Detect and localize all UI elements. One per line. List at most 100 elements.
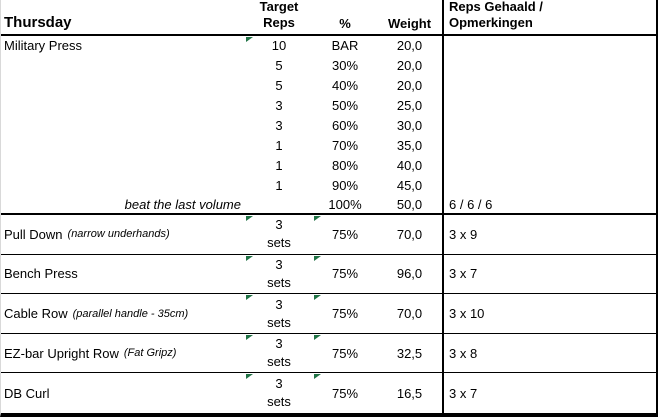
weight-cell[interactable]: 70,0 [396, 226, 423, 242]
warmup-row: 1 90% 45,0 [1, 175, 656, 196]
target-reps-cell[interactable]: 3 sets [245, 373, 313, 413]
exercise-name-cell[interactable]: Bench Press [4, 266, 78, 282]
day-title: Thursday [4, 14, 72, 31]
notes-cell[interactable] [442, 155, 656, 176]
percent-cell[interactable]: 60% [331, 118, 359, 133]
target-reps-cell[interactable]: 3 [275, 118, 283, 133]
cell-error-flag-icon [314, 295, 321, 301]
cell-error-flag-icon [246, 374, 253, 380]
cell-error-flag-icon [314, 334, 321, 340]
target-reps-header-cell[interactable]: Target Reps [245, 0, 313, 34]
goal-note-cell[interactable]: beat the last volume [1, 195, 245, 213]
target-reps-cell[interactable]: 1 [275, 177, 283, 193]
notes-header-cell[interactable]: Reps Gehaald / Opmerkingen [442, 0, 656, 34]
reps-achieved: 3 x 7 [449, 266, 478, 282]
warmup-row: Military Press 10 BAR 20,0 [1, 36, 656, 56]
percent-cell[interactable]: 30% [331, 58, 359, 74]
notes-cell[interactable]: 3 x 9 [442, 215, 656, 254]
percent-cell[interactable]: 70% [331, 137, 359, 153]
target-reps-cell[interactable]: 3 sets [245, 334, 313, 373]
percent-cell[interactable]: 100% [328, 196, 362, 212]
exercise-note: (narrow underhands) [67, 228, 170, 241]
cell-error-flag-icon [314, 374, 321, 380]
target-reps-cell[interactable]: 1 [275, 157, 283, 173]
exercise-note: (parallel handle - 35cm) [72, 307, 189, 320]
weight-cell[interactable]: 96,0 [396, 266, 423, 282]
percent-cell[interactable]: 75% [313, 255, 377, 294]
reps-achieved: 3 x 7 [449, 385, 478, 401]
percent-cell[interactable]: 40% [331, 78, 359, 94]
exercise-name-cell[interactable]: EZ-bar Upright Row (Fat Gripz) [4, 345, 177, 361]
reps-achieved: 3 x 9 [449, 226, 478, 242]
notes-cell[interactable] [442, 55, 656, 76]
exercise-name-cell[interactable] [1, 135, 245, 155]
percent-cell[interactable]: 75% [313, 294, 377, 333]
percent-cell[interactable]: 80% [331, 157, 359, 173]
weight-cell[interactable]: 32,5 [396, 345, 423, 361]
target-reps-cell[interactable]: 3 sets [245, 294, 313, 333]
weight-cell[interactable]: 20,0 [396, 58, 423, 74]
weight-header-cell[interactable]: Weight [377, 0, 442, 34]
notes-cell[interactable]: 3 x 8 [442, 333, 656, 373]
target-reps-cell[interactable]: 1 [275, 137, 283, 153]
notes-header: Reps Gehaald / Opmerkingen [449, 0, 543, 30]
notes-cell[interactable] [442, 36, 656, 56]
exercise-name-cell[interactable] [1, 76, 245, 96]
goal-note: beat the last volume [124, 196, 241, 212]
target-reps-cell[interactable] [245, 195, 313, 213]
exercise-name-cell[interactable] [1, 155, 245, 175]
exercise-row: Bench Press 3 sets 75% 96,0 3 x 7 [1, 254, 656, 295]
weight-cell[interactable]: 50,0 [396, 196, 423, 212]
weight-cell[interactable]: 30,0 [396, 118, 423, 133]
notes-cell[interactable] [442, 115, 656, 136]
notes-cell[interactable]: 6 / 6 / 6 [442, 195, 656, 214]
percent-cell[interactable]: 75% [313, 334, 377, 373]
notes-cell[interactable] [442, 75, 656, 96]
exercise-name-cell[interactable] [1, 96, 245, 116]
percent-cell[interactable]: 90% [331, 177, 359, 193]
weight-cell[interactable]: 40,0 [396, 157, 423, 173]
percent-cell[interactable]: 75% [313, 215, 377, 254]
percent-header-cell[interactable]: % [313, 0, 377, 34]
target-reps-cell[interactable]: 5 [275, 78, 283, 94]
percent-cell[interactable]: BAR [331, 38, 359, 54]
percent-cell[interactable]: 75% [313, 373, 377, 413]
weight-cell[interactable]: 20,0 [396, 78, 423, 94]
weight-cell[interactable]: 25,0 [396, 98, 423, 114]
notes-cell[interactable] [442, 95, 656, 116]
cell-error-flag-icon [246, 255, 253, 261]
weight-cell[interactable]: 70,0 [396, 306, 423, 322]
reps-achieved: 6 / 6 / 6 [449, 196, 493, 212]
percent-cell[interactable]: 50% [331, 98, 359, 114]
exercise-name-cell[interactable] [1, 175, 245, 195]
warmup-row: 1 70% 35,0 [1, 135, 656, 156]
target-reps-cell[interactable]: 5 [275, 58, 283, 74]
day-title-cell[interactable]: Thursday [1, 0, 245, 34]
weight-cell[interactable]: 45,0 [396, 177, 423, 193]
weight-cell[interactable]: 16,5 [396, 385, 423, 401]
warmup-row: 3 50% 25,0 [1, 95, 656, 116]
notes-cell[interactable]: 3 x 7 [442, 373, 656, 413]
exercise-name-cell[interactable] [1, 56, 245, 76]
exercise-name-cell[interactable]: Pull Down (narrow underhands) [4, 226, 170, 242]
weight-cell[interactable]: 20,0 [396, 38, 423, 54]
warmup-row: 5 30% 20,0 [1, 55, 656, 76]
target-reps-cell[interactable]: 10 [245, 36, 313, 56]
weight-cell[interactable]: 35,0 [396, 137, 423, 153]
notes-cell[interactable] [442, 135, 656, 156]
target-reps-cell[interactable]: 3 sets [245, 215, 313, 254]
target-reps-cell[interactable]: 3 sets [245, 255, 313, 294]
warmup-row: 1 80% 40,0 [1, 155, 656, 176]
exercise-name-cell[interactable]: Military Press [4, 38, 83, 54]
target-reps-header: Target Reps [259, 0, 299, 30]
weight-header: Weight [387, 16, 432, 31]
notes-cell[interactable] [442, 175, 656, 196]
target-reps-cell[interactable]: 3 [275, 98, 283, 114]
notes-cell[interactable]: 3 x 10 [442, 294, 656, 333]
notes-cell[interactable]: 3 x 7 [442, 254, 656, 294]
exercise-name-cell[interactable]: DB Curl [4, 385, 50, 401]
exercise-name-cell[interactable] [1, 116, 245, 136]
exercise-row: Pull Down (narrow underhands) 3 sets 75% … [1, 215, 656, 255]
exercise-name-cell[interactable]: Cable Row (parallel handle - 35cm) [4, 306, 189, 322]
